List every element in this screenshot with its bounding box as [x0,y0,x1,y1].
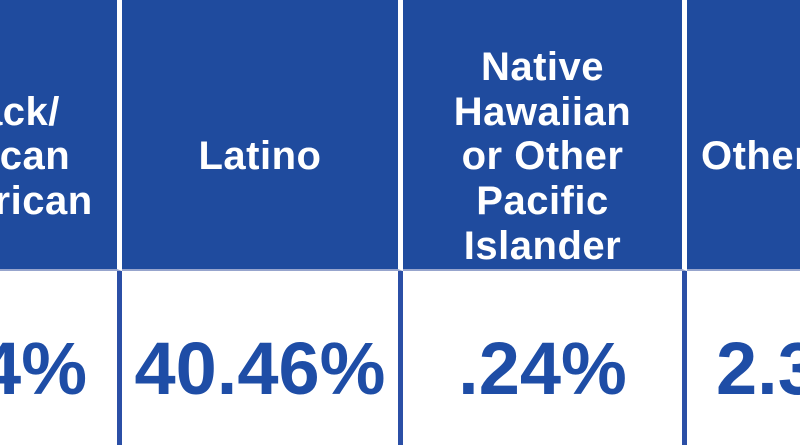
value-latino: 40.46% [134,327,386,411]
header-label-other: Other [701,134,800,179]
header-cell-latino: Latino [122,0,403,271]
value-cell-latino: 40.46% [122,270,403,445]
value-cell-native-hawaiian-pacific-islander: .24% [403,270,687,445]
table-header-row: Black/ African American Latino Native Ha… [0,0,800,271]
value-cell-other: 2.3 [687,270,800,445]
header-label-native-hawaiian-pacific-islander: Native Hawaiian or Other Pacific Islande… [453,44,632,268]
header-cell-black-african-american: Black/ African American [0,0,122,271]
value-black-african-american: 4% [0,327,87,411]
header-label-latino: Latino [198,134,322,179]
value-other: 2.3 [716,327,800,411]
header-cell-other: Other [687,0,800,271]
header-cell-native-hawaiian-pacific-islander: Native Hawaiian or Other Pacific Islande… [403,0,687,271]
value-native-hawaiian-pacific-islander: .24% [458,327,627,411]
header-label-black-african-american: Black/ African American [0,89,93,224]
value-cell-black-african-american: 4% [0,270,122,445]
table-value-row: 4% 40.46% .24% 2.3 [0,270,800,445]
